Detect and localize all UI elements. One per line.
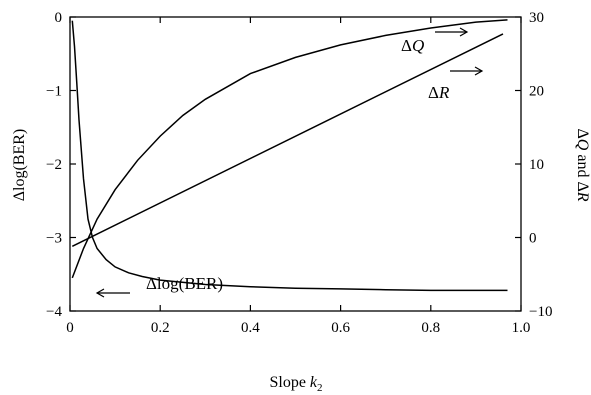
y-right-tick-labels: 30 20 10 0 −10 [529,10,552,320]
y-left-axis-label: Δlog(BER) [11,129,28,202]
x-axis-label-sub: 2 [317,382,323,394]
x-axis-label-prefix: Slope [269,374,309,391]
annotation-delta-log-ber: Δlog(BER) [95,274,223,298]
y-left-tick-label: 0 [55,10,63,26]
y-right-tick-label: 0 [529,231,537,247]
annotation-delta-r-prefix: Δ [428,83,439,102]
y-right-label-part-2: Q [574,139,591,151]
annotation-delta-r: ΔR [428,66,484,102]
annotation-delta-r-label: ΔR [428,83,450,102]
y-left-tick-label: −4 [46,304,62,320]
x-axis-label: Slope k2 [269,374,322,394]
axis-ticks [69,16,522,312]
x-tick-label: 0.8 [421,320,440,336]
y-right-label-part-1: Δ [574,128,591,138]
x-tick-label: 1.0 [512,320,531,336]
series-delta-r [71,33,504,247]
annotation-delta-q-arrow-head [459,27,469,37]
y-right-tick-label: −10 [529,304,552,320]
y-right-tick-label: 30 [529,10,544,26]
y-right-tick-label: 10 [529,157,544,173]
x-tick-label: 0.2 [151,320,170,336]
x-tick-labels: 0 0.2 0.4 0.6 0.8 1.0 [66,320,530,336]
annotation-delta-q-prefix: Δ [401,36,412,55]
y-right-axis-label: ΔQ and ΔR [574,128,591,201]
annotation-delta-q-var: Q [412,36,424,55]
x-tick-label: 0.6 [331,320,350,336]
x-axis-label-var: k [310,374,318,391]
annotation-delta-q: ΔQ [401,27,469,55]
x-tick-label: 0.4 [241,320,260,336]
series-delta-log-ber [71,20,508,292]
y-right-tick-label: 20 [529,84,544,100]
plot-frame [69,16,522,312]
annotation-delta-r-var: R [438,83,450,102]
annotation-delta-r-arrow-head [474,66,484,76]
y-left-tick-label: −1 [46,84,62,100]
y-left-tick-labels: 0 −1 −2 −3 −4 [46,10,62,320]
y-left-tick-label: −3 [46,231,62,247]
x-tick-label: 0 [66,320,74,336]
annotation-delta-log-ber-arrow-head [95,288,105,298]
series-delta-q [71,19,508,279]
chart-series [71,19,508,292]
y-left-tick-label: −2 [46,157,62,173]
annotation-delta-q-label: ΔQ [401,36,424,55]
y-right-label-part-4: R [574,191,591,202]
y-right-label-part-3: and Δ [574,150,591,191]
annotation-delta-log-ber-label: Δlog(BER) [146,274,223,293]
